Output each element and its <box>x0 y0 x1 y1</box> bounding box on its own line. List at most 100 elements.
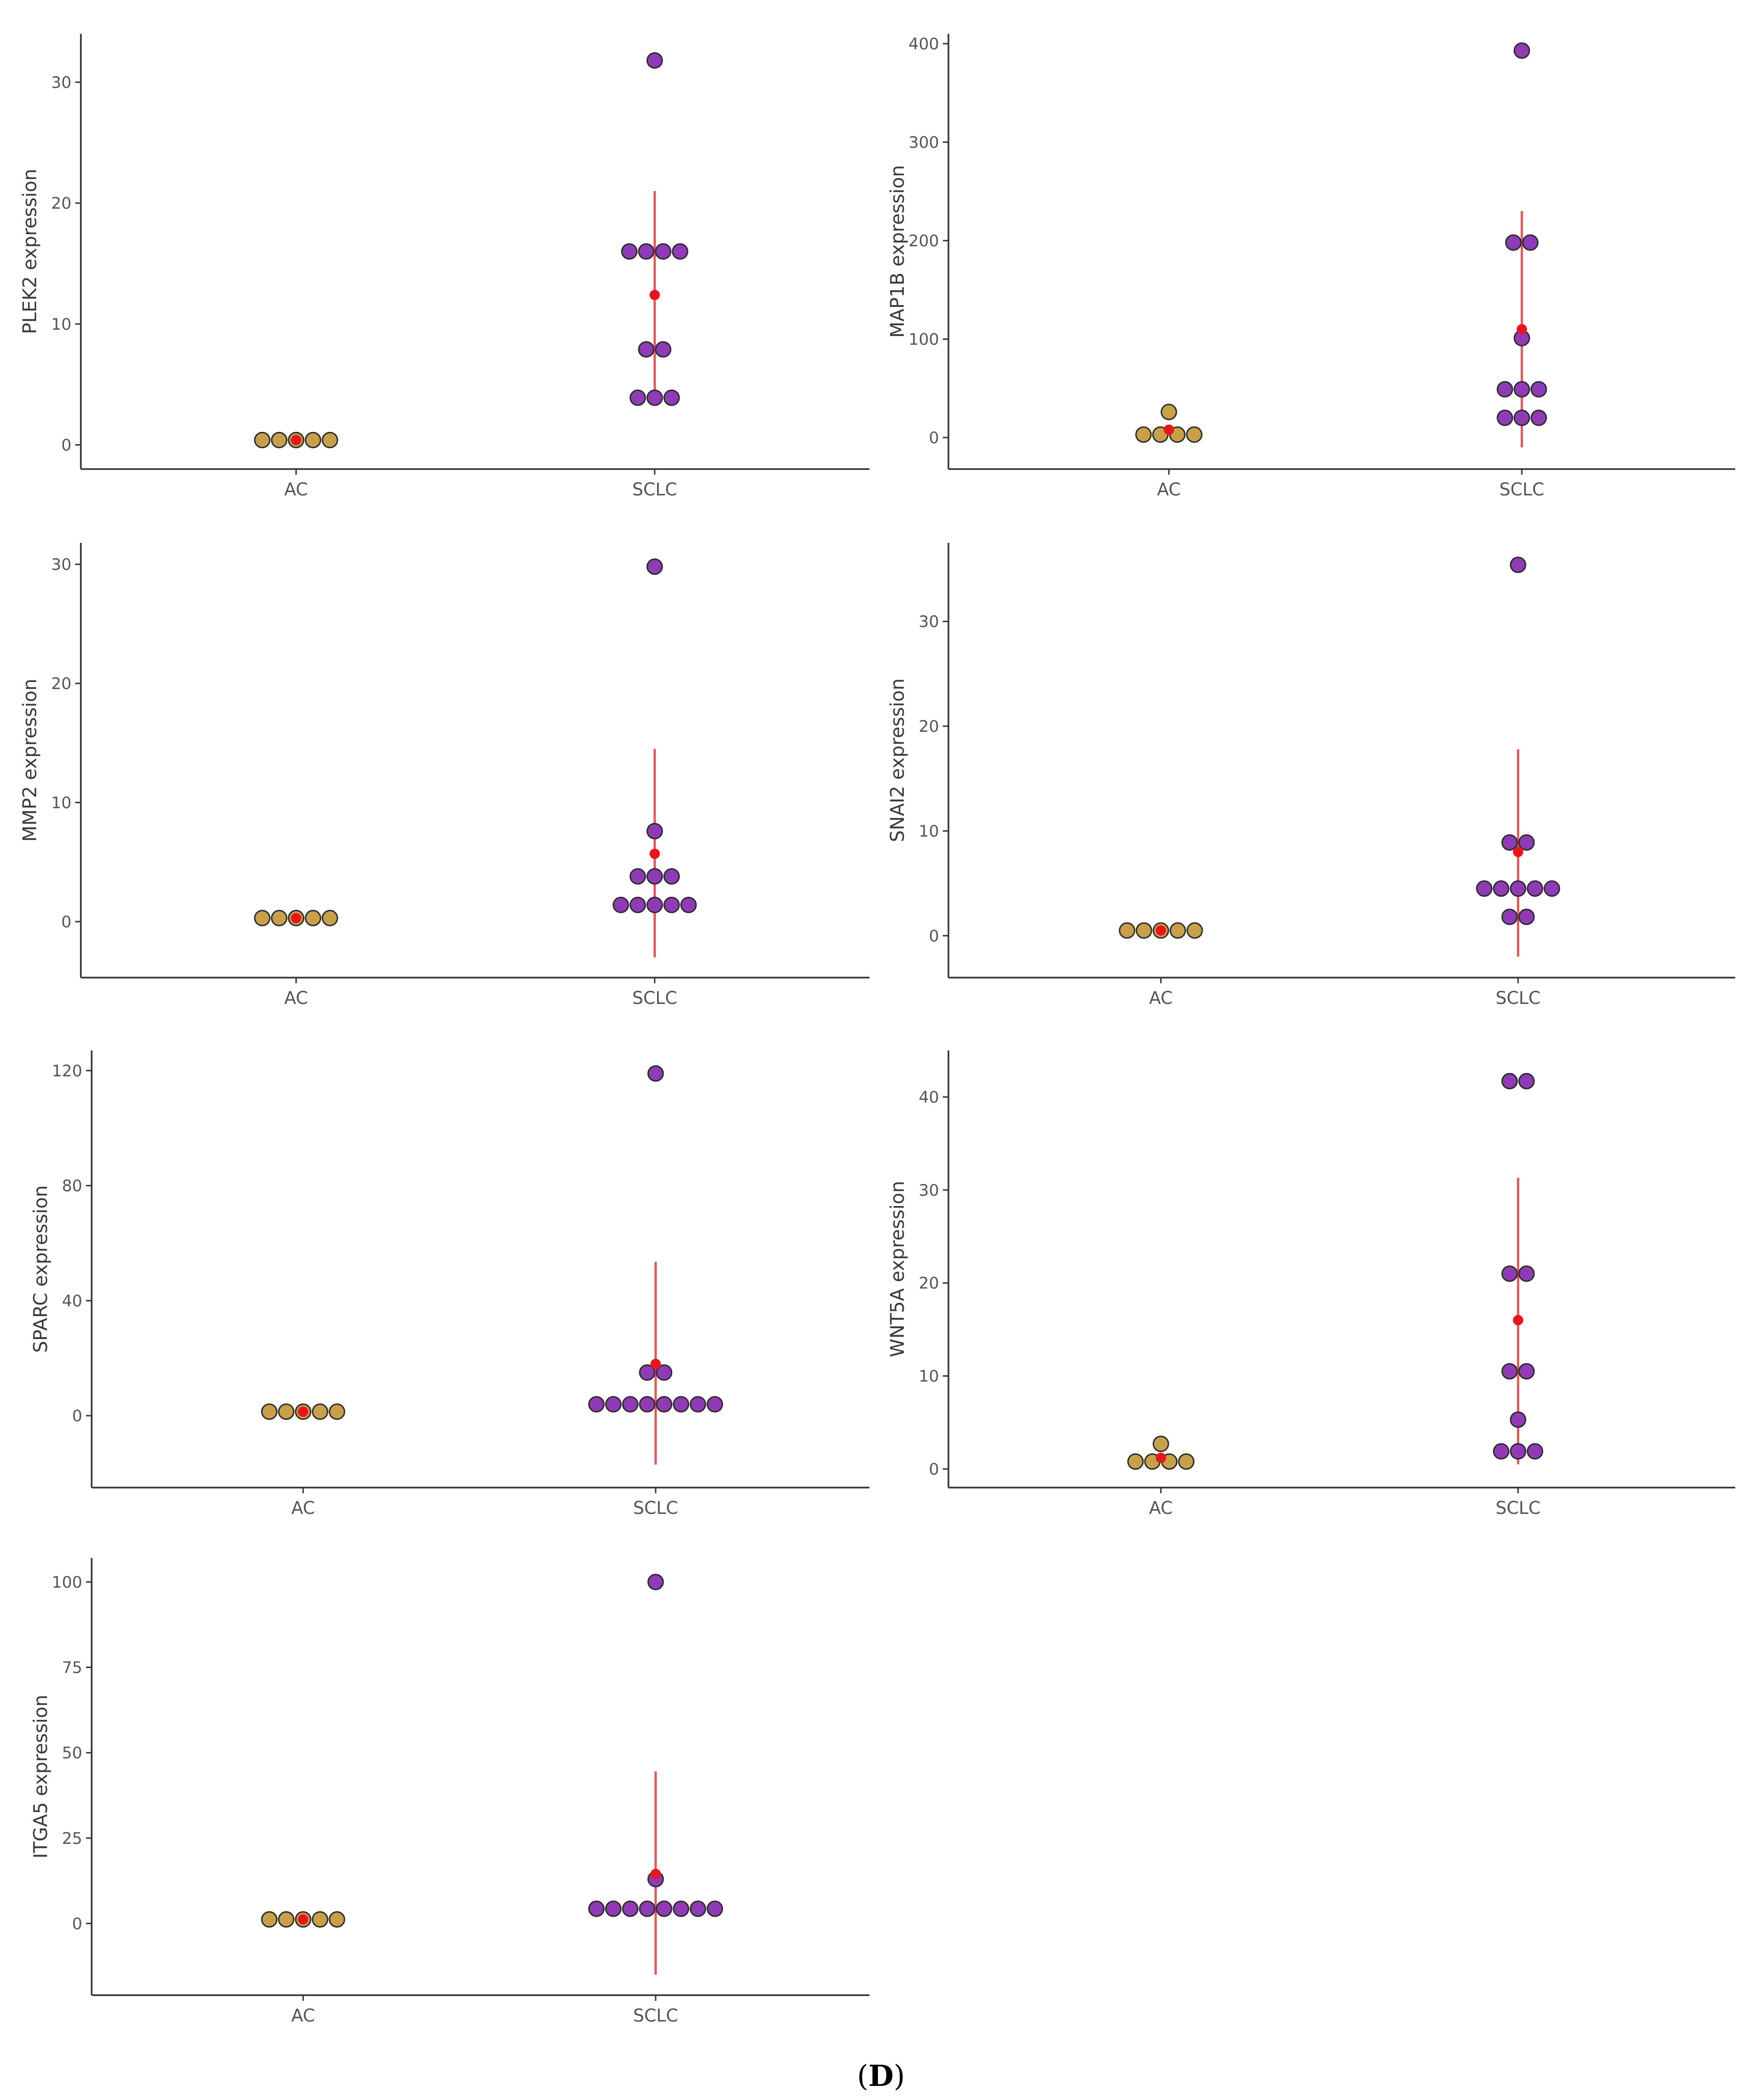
x-category-label: SCLC <box>1496 1498 1541 1518</box>
data-point <box>1186 922 1203 939</box>
data-point <box>1518 1363 1535 1380</box>
y-tick-label: 30 <box>51 556 71 574</box>
data-point <box>646 52 663 69</box>
data-point <box>1513 42 1530 59</box>
y-axis-title: ITGA5 expression <box>30 1695 52 1859</box>
x-category-label: AC <box>284 988 308 1008</box>
data-point <box>706 1396 723 1413</box>
data-point <box>1510 1411 1527 1428</box>
data-point <box>271 909 288 926</box>
data-point <box>622 1396 639 1413</box>
y-tick-label: 0 <box>61 436 71 455</box>
data-point <box>656 1396 673 1413</box>
data-point <box>1496 409 1513 426</box>
data-point <box>1510 1443 1527 1460</box>
data-point <box>261 1403 278 1420</box>
y-tick-label: 30 <box>919 612 939 631</box>
data-point <box>1160 403 1177 420</box>
mean-marker <box>291 913 301 924</box>
caption-close: ) <box>893 2059 905 2093</box>
data-point <box>312 1403 329 1420</box>
data-point <box>629 896 646 913</box>
data-point <box>1510 880 1527 897</box>
y-tick-label: 120 <box>52 1062 82 1081</box>
chart-panel: 0 100 200 300 400 MAP1B expression AC SCLC <box>887 34 1735 500</box>
x-category-label: AC <box>284 479 308 500</box>
data-point <box>1152 1435 1169 1452</box>
data-point <box>1135 426 1152 443</box>
y-axis-title: MMP2 expression <box>19 679 41 842</box>
x-category-label: AC <box>291 1498 315 1518</box>
data-point <box>638 243 655 260</box>
mean-marker <box>650 1358 661 1369</box>
data-point <box>1543 880 1560 897</box>
mean-marker <box>1513 1315 1523 1325</box>
data-point <box>261 1911 278 1928</box>
data-point <box>588 1900 605 1917</box>
data-point <box>646 558 663 575</box>
data-point <box>1518 909 1535 925</box>
y-tick-label: 0 <box>929 1460 939 1479</box>
data-point <box>1136 922 1152 939</box>
data-point <box>647 1574 664 1591</box>
chart-panel: 0 10 20 30 SNAI2 expression AC SCLC <box>887 543 1735 1008</box>
mean-marker <box>1156 925 1166 936</box>
data-point <box>588 1396 605 1413</box>
data-point <box>680 896 697 913</box>
mean-marker <box>1164 424 1174 435</box>
data-point <box>646 389 663 406</box>
y-axis-title: SPARC expression <box>30 1185 52 1353</box>
mean-marker <box>650 848 660 859</box>
y-axis-title: SNAI2 expression <box>887 678 908 842</box>
y-tick-label: 0 <box>72 1914 82 1933</box>
data-point <box>1476 880 1493 897</box>
data-point <box>629 868 646 885</box>
y-tick-label: 0 <box>929 429 939 447</box>
chart-panel: 0 40 80 120 SPARC expression AC SCLC <box>30 1050 869 1518</box>
data-point <box>1169 922 1186 939</box>
chart-panel: 0 10 20 30 MMP2 expression AC SCLC <box>19 543 869 1008</box>
y-tick-label: 0 <box>72 1407 82 1426</box>
y-tick-label: 40 <box>62 1292 82 1310</box>
data-point <box>329 1911 345 1928</box>
y-tick-label: 40 <box>919 1088 939 1107</box>
data-point <box>1518 1073 1535 1089</box>
chart-panel: 0 10 20 30 PLEK2 expression AC SCLC <box>19 34 869 500</box>
y-tick-label: 20 <box>51 674 71 693</box>
data-point <box>1530 409 1547 426</box>
data-point <box>646 896 663 913</box>
data-point <box>1501 834 1518 851</box>
y-tick-label: 300 <box>908 133 939 152</box>
data-point <box>639 1364 656 1381</box>
data-point <box>612 896 629 913</box>
data-point <box>647 1065 664 1082</box>
x-category-label: SCLC <box>632 479 677 500</box>
data-point <box>254 909 271 926</box>
data-point <box>1510 556 1527 573</box>
caption-open: ( <box>857 2059 869 2093</box>
y-axis-title: WNT5A expression <box>887 1181 908 1357</box>
data-point <box>1518 1265 1535 1282</box>
y-tick-label: 200 <box>908 232 939 251</box>
data-point <box>1496 381 1513 398</box>
y-tick-label: 10 <box>919 822 939 841</box>
data-point <box>663 389 680 406</box>
data-point <box>689 1900 706 1917</box>
data-point <box>655 341 672 358</box>
data-point <box>1527 1443 1543 1460</box>
data-point <box>278 1911 295 1928</box>
data-point <box>321 431 338 448</box>
data-point <box>629 389 646 406</box>
data-point <box>1530 381 1547 398</box>
data-point <box>1501 1073 1518 1089</box>
data-point <box>278 1403 295 1420</box>
data-point <box>689 1396 706 1413</box>
y-tick-label: 50 <box>62 1744 82 1763</box>
data-point <box>1493 880 1510 897</box>
data-point <box>305 431 321 448</box>
data-point <box>663 896 680 913</box>
data-point <box>1501 909 1518 925</box>
y-axis-title: PLEK2 expression <box>19 169 41 334</box>
y-tick-label: 20 <box>919 1274 939 1293</box>
